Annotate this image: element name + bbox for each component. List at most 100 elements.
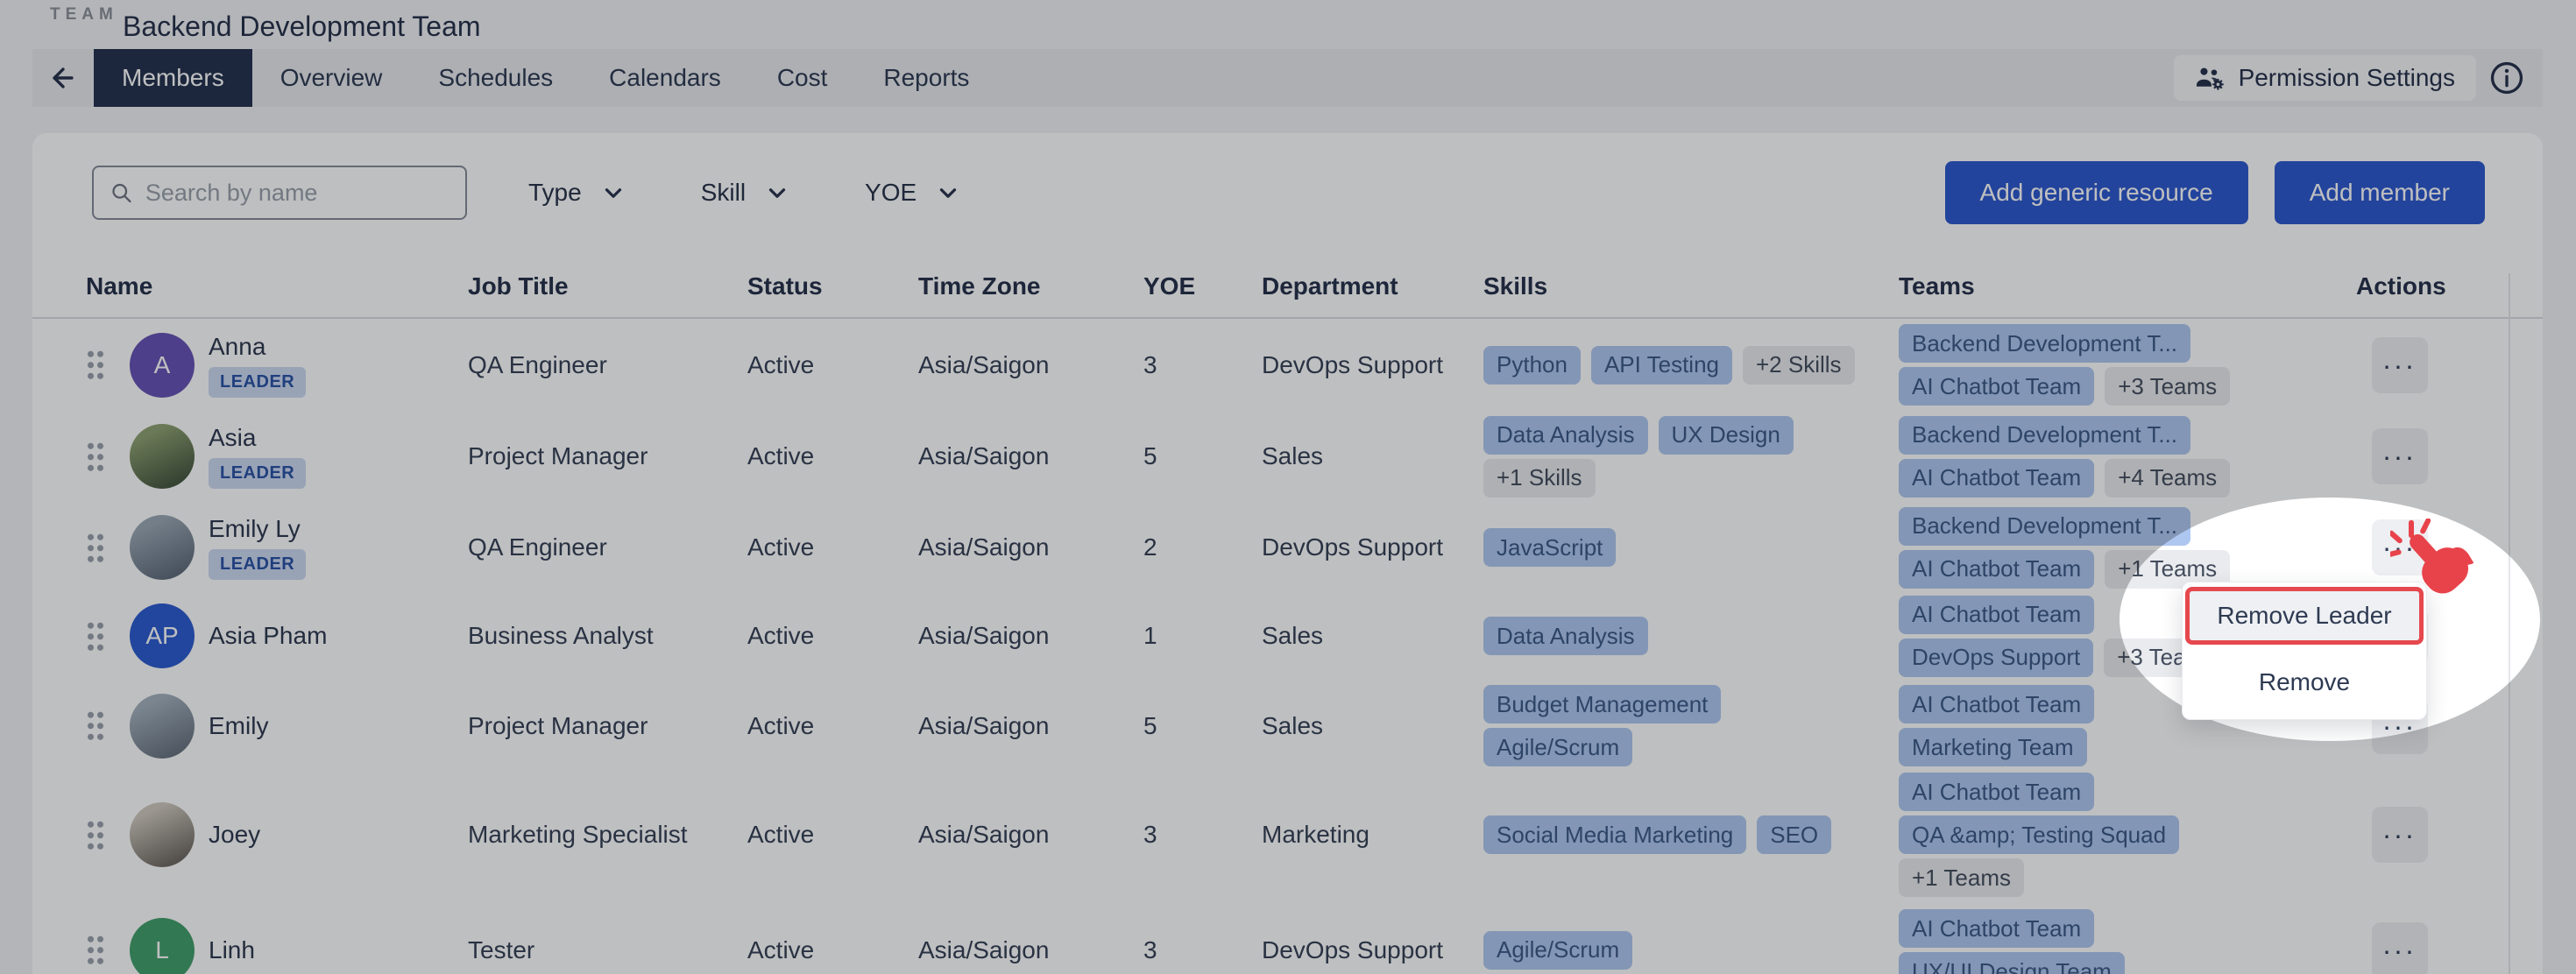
drag-handle[interactable] — [86, 934, 105, 966]
skill-more-chip[interactable]: +2 Skills — [1743, 345, 1855, 385]
search-input[interactable] — [145, 179, 449, 207]
filter-skill[interactable]: Skill — [701, 179, 786, 207]
skill-chip: Agile/Scrum — [1483, 728, 1633, 766]
department-cell: Sales — [1262, 711, 1324, 739]
permission-settings-button[interactable]: Permission Settings — [2173, 55, 2476, 101]
back-button[interactable] — [32, 49, 94, 107]
filter-type[interactable]: Type — [528, 179, 622, 207]
team-chip: UX/UI Design Team — [1899, 952, 2125, 974]
status-cell: Active — [747, 622, 815, 649]
column-header-teams: Teams — [1899, 272, 1975, 300]
avatar: AP — [130, 603, 195, 668]
department-cell: DevOps Support — [1262, 533, 1443, 561]
skill-line: +1 Skills — [1483, 458, 1899, 498]
name-wrap: Asia LEADER — [209, 424, 307, 489]
chevron-down-icon — [605, 187, 621, 198]
skill-chip: Agile/Scrum — [1483, 930, 1633, 970]
add-generic-resource-button[interactable]: Add generic resource — [1944, 161, 2248, 224]
name-cell: L Linh — [86, 917, 468, 974]
drag-handle[interactable] — [86, 709, 105, 742]
team-chip: Backend Development T... — [1899, 324, 2191, 363]
column-header-job-title: Job Title — [468, 272, 569, 300]
skills-cell: Social Media Marketing SEO — [1483, 815, 1899, 854]
tab-overview[interactable]: Overview — [280, 64, 383, 91]
tab-calendars[interactable]: Calendars — [609, 64, 721, 91]
leader-badge: LEADER — [209, 458, 307, 489]
team-list: AI Chatbot Team UX/UI Design Team — [1899, 909, 2331, 974]
skills-cell: Data Analysis UX Design +1 Skills — [1483, 415, 1899, 498]
team-line: AI Chatbot Team — [1899, 909, 2331, 948]
department-cell: Sales — [1262, 622, 1324, 649]
toolbar: Type Skill YOE Add generic resource Add me… — [32, 159, 2543, 226]
actions-column-divider — [2509, 273, 2510, 974]
team-list: AI Chatbot Team QA &amp; Testing Squad +1 … — [1899, 773, 2331, 897]
skill-chip: SEO — [1757, 815, 1832, 854]
team-chip: AI Chatbot Team — [1899, 909, 2095, 948]
teams-cell: AI Chatbot Team DevOps Support +3 Teams — [1899, 595, 2331, 677]
tab-members[interactable]: Members — [94, 49, 252, 107]
team-more-chip[interactable]: +4 Teams — [2105, 458, 2231, 498]
tab-schedules[interactable]: Schedules — [438, 64, 554, 91]
skills-cell: JavaScript — [1483, 528, 1899, 567]
skill-chip: Budget Management — [1483, 685, 1722, 723]
row-actions-button[interactable]: ... — [2372, 336, 2428, 393]
row-actions-button[interactable]: ... — [2372, 807, 2428, 863]
skills-cell: Data Analysis — [1483, 617, 1899, 655]
timezone-cell: Asia/Saigon — [918, 442, 1050, 469]
drag-handle[interactable] — [86, 440, 105, 473]
team-more-chip[interactable]: +3 Teams — [2105, 367, 2231, 406]
skill-list: Data Analysis UX Design +1 Skills — [1483, 415, 1899, 498]
teams-cell: AI Chatbot Team Marketing Team — [1899, 685, 2331, 766]
team-chip: AI Chatbot Team — [1899, 458, 2095, 498]
filter-label: Type — [528, 179, 582, 206]
column-header-yoe: YOE — [1143, 272, 1196, 300]
drag-handle[interactable] — [86, 619, 105, 653]
ellipsis-icon: ... — [2382, 526, 2417, 557]
info-button[interactable] — [2476, 49, 2537, 107]
drag-handle[interactable] — [86, 818, 105, 851]
add-member-button[interactable]: Add member — [2274, 161, 2485, 224]
drag-handle[interactable] — [86, 531, 105, 564]
actions-cell: ... — [2331, 519, 2543, 575]
avatar — [130, 802, 195, 867]
teams-cell: AI Chatbot Team UX/UI Design Team — [1899, 909, 2331, 974]
team-line: AI Chatbot Team — [1899, 685, 2331, 723]
tab-reports[interactable]: Reports — [883, 64, 970, 91]
table-row: Joey Marketing Specialist Active Asia/Saigo… — [32, 773, 2543, 897]
ellipsis-icon: ... — [2382, 434, 2417, 466]
name-wrap: Anna LEADER — [209, 333, 307, 398]
team-chip: DevOps Support — [1899, 638, 2094, 677]
actions-cell: ... — [2331, 921, 2543, 974]
team-chip: Marketing Team — [1899, 728, 2087, 766]
job-title-cell: Marketing Specialist — [468, 821, 688, 848]
timezone-cell: Asia/Saigon — [918, 711, 1050, 739]
drag-handle[interactable] — [86, 349, 105, 381]
table-row: A Anna LEADER QA Engineer Active Asia/Saigon 3… — [32, 319, 2543, 411]
team-chip: Backend Development T... — [1899, 506, 2191, 546]
search-icon — [112, 183, 131, 203]
teams-cell: Backend Development T... AI Chatbot Team +… — [1899, 506, 2331, 589]
members-panel: Type Skill YOE Add generic resource Add me… — [32, 133, 2543, 974]
skill-chip: Data Analysis — [1483, 415, 1648, 455]
row-actions-button[interactable]: ... — [2372, 519, 2428, 575]
skill-line: JavaScript — [1483, 528, 1899, 567]
timezone-cell: Asia/Saigon — [918, 533, 1050, 561]
leader-badge: LEADER — [209, 549, 307, 580]
member-name: Linh — [209, 935, 255, 963]
tab-cost[interactable]: Cost — [776, 64, 828, 91]
row-actions-button[interactable]: ... — [2372, 921, 2428, 974]
menu-item-remove[interactable]: Remove — [2258, 668, 2351, 695]
team-list: AI Chatbot Team Marketing Team — [1899, 685, 2331, 766]
ellipsis-icon: ... — [2382, 342, 2417, 375]
ellipsis-icon: ... — [2382, 928, 2417, 960]
member-name: Asia — [209, 424, 257, 451]
row-actions-button[interactable]: ... — [2372, 428, 2428, 484]
actions-cell: ... — [2331, 336, 2543, 393]
skill-more-chip[interactable]: +1 Skills — [1483, 458, 1596, 498]
timezone-cell: Asia/Saigon — [918, 821, 1050, 848]
team-line: Backend Development T... — [1899, 415, 2331, 455]
team-more-chip[interactable]: +1 Teams — [1899, 858, 2024, 897]
menu-item-remove-leader[interactable]: Remove Leader — [2185, 587, 2424, 645]
filter-yoe[interactable]: YOE — [865, 179, 957, 207]
team-line: AI Chatbot Team — [1899, 595, 2331, 634]
